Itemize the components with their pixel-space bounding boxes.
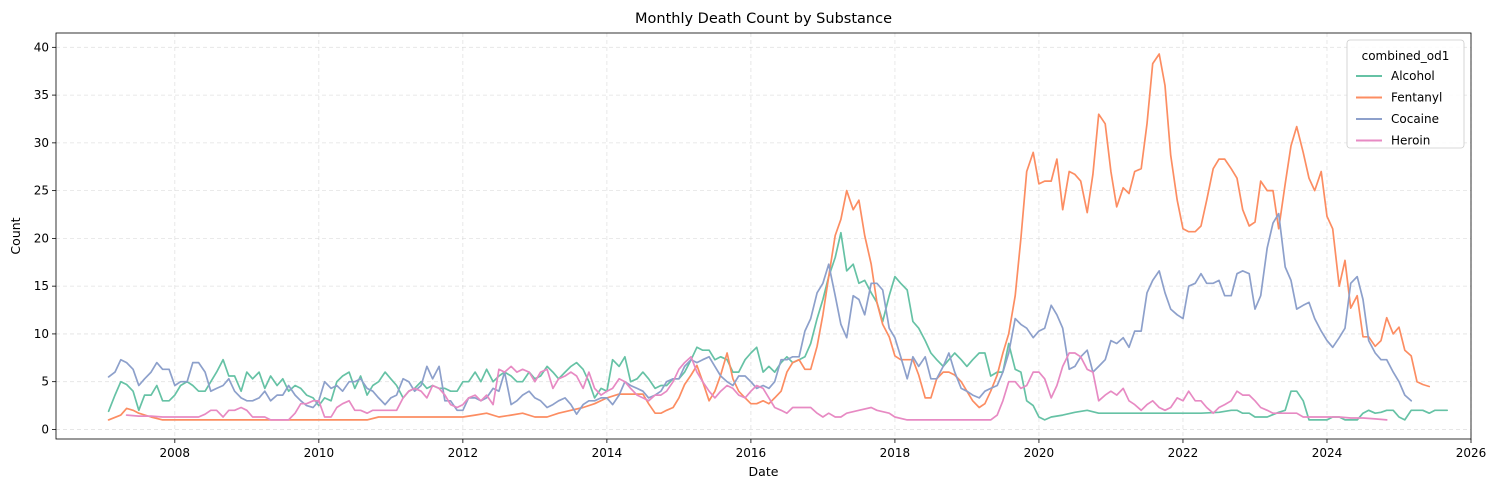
- legend-title: combined_od1: [1362, 49, 1450, 63]
- x-tick-label: 2020: [1024, 446, 1055, 460]
- legend-label-cocaine: Cocaine: [1391, 112, 1439, 126]
- x-tick-label: 2010: [304, 446, 335, 460]
- series-line-alcohol: [107, 231, 1449, 421]
- series-line-fentanyl: [107, 53, 1431, 421]
- legend-items: Alcohol Fentanyl Cocaine Heroin: [1356, 69, 1442, 148]
- y-tick-label: 15: [34, 279, 49, 293]
- legend-label-alcohol: Alcohol: [1391, 69, 1435, 83]
- x-axis: 2008 2010 2012 2014 2016 2018 2020 2022 2024 2026: [160, 439, 1487, 460]
- y-tick-label: 30: [34, 136, 49, 150]
- y-tick-label: 10: [34, 327, 49, 341]
- x-tick-label: 2022: [1168, 446, 1199, 460]
- x-tick-label: 2018: [880, 446, 911, 460]
- x-axis-label: Date: [749, 464, 779, 479]
- y-tick-label: 25: [34, 184, 49, 198]
- y-tick-label: 5: [41, 375, 49, 389]
- legend-label-heroin: Heroin: [1391, 134, 1430, 148]
- legend: combined_od1 Alcohol Fentanyl Cocaine Heroi…: [1346, 39, 1465, 149]
- grid: [56, 33, 1472, 439]
- x-tick-label: 2024: [1312, 446, 1343, 460]
- y-tick-label: 20: [34, 231, 49, 245]
- y-tick-label: 0: [41, 422, 49, 436]
- y-tick-label: 35: [34, 88, 49, 102]
- legend-label-fentanyl: Fentanyl: [1391, 91, 1442, 105]
- chart-title: Monthly Death Count by Substance: [635, 11, 892, 27]
- plot-area-frame: [55, 32, 1472, 440]
- x-tick-label: 2016: [736, 446, 767, 460]
- x-tick-label: 2012: [448, 446, 479, 460]
- x-tick-label: 2014: [592, 446, 623, 460]
- series-lines: [107, 53, 1449, 421]
- x-tick-label: 2026: [1456, 446, 1487, 460]
- x-tick-label: 2008: [160, 446, 191, 460]
- y-axis: 0 5 10 15 20 25 30 35 40: [34, 40, 56, 436]
- y-axis-label: Count: [8, 217, 23, 254]
- series-line-heroin: [125, 352, 1388, 421]
- legend-box: [1346, 39, 1465, 149]
- y-tick-label: 40: [34, 40, 49, 54]
